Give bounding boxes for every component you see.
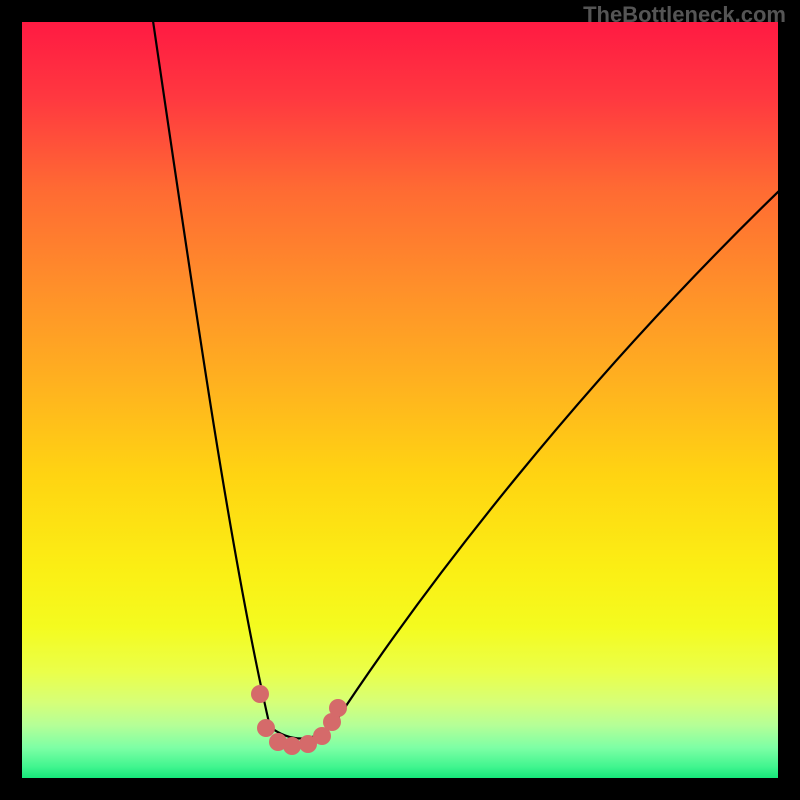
plot-area: [22, 14, 780, 778]
gradient-background: [22, 22, 778, 778]
marker-dot: [283, 737, 301, 755]
marker-dot: [251, 685, 269, 703]
marker-dot: [329, 699, 347, 717]
stage: TheBottleneck.com: [0, 0, 800, 800]
chart-root: [0, 0, 800, 800]
watermark-text: TheBottleneck.com: [583, 2, 786, 28]
marker-dot: [257, 719, 275, 737]
